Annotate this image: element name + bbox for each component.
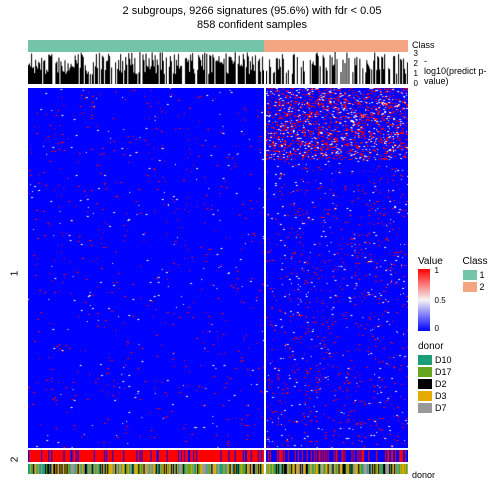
legend-swatch bbox=[418, 367, 432, 377]
cb-tick-0: 0 bbox=[435, 324, 439, 333]
barcode-left bbox=[28, 52, 264, 84]
colorbar bbox=[418, 269, 430, 331]
heatmap-cluster-1: 1 bbox=[28, 88, 408, 448]
value-legend: Value 1 0.5 0 bbox=[418, 256, 453, 331]
legend-item: D17 bbox=[418, 366, 502, 377]
legend-label: 2 bbox=[480, 282, 485, 292]
legend-label: D17 bbox=[435, 367, 452, 377]
colorbar-labels: 1 0.5 0 bbox=[433, 269, 453, 331]
legend-swatch bbox=[418, 403, 432, 413]
class-legend-items: 12 bbox=[463, 269, 488, 292]
legend-area: Value 1 0.5 0 Class 12 donor D10D17D2D3D… bbox=[418, 256, 502, 414]
legend-swatch bbox=[418, 391, 432, 401]
heatmap-1-left bbox=[28, 88, 264, 448]
donor-legend-title: donor bbox=[418, 341, 502, 352]
donor-left bbox=[28, 464, 264, 474]
legend-label: D10 bbox=[435, 355, 452, 365]
title-line-1: 2 subgroups, 9266 signatures (95.6%) wit… bbox=[0, 4, 504, 18]
title-line-2: 858 confident samples bbox=[0, 18, 504, 32]
heatmap-2-left bbox=[28, 450, 264, 462]
heatmap-cluster-2: 2 bbox=[28, 450, 408, 462]
colorbar-canvas bbox=[418, 269, 430, 331]
legend-swatch bbox=[463, 282, 477, 292]
legend-item: 1 bbox=[463, 269, 488, 280]
row-cluster-2-label: 2 bbox=[9, 457, 20, 463]
legend-swatch bbox=[463, 270, 477, 280]
ytick-2: 2 bbox=[414, 60, 418, 68]
class-legend: Class 12 bbox=[463, 256, 488, 331]
cb-tick-1: 1 bbox=[435, 266, 439, 275]
cb-tick-05: 0.5 bbox=[435, 296, 446, 305]
legend-item: D3 bbox=[418, 390, 502, 401]
legend-swatch bbox=[418, 379, 432, 389]
legend-label: 1 bbox=[480, 270, 485, 280]
legend-item: D10 bbox=[418, 354, 502, 365]
legend-item: D2 bbox=[418, 378, 502, 389]
barcode-track-label: -log10(predict p-value) bbox=[424, 56, 484, 86]
legend-item: 2 bbox=[463, 281, 488, 292]
donor-legend-items: D10 D17 D2 D3 D7 bbox=[418, 354, 502, 413]
barcode-right bbox=[266, 52, 408, 84]
ytick-1: 1 bbox=[414, 70, 418, 78]
ytick-0: 0 bbox=[414, 80, 418, 88]
class-annotation-track bbox=[28, 40, 408, 52]
plot-area: Class 3 2 1 0 -log10(predict p-value) 1 … bbox=[28, 40, 408, 480]
donor-legend: donor D10 D17 D2 D3 D7 bbox=[418, 341, 502, 413]
title-block: 2 subgroups, 9266 signatures (95.6%) wit… bbox=[0, 0, 504, 32]
class-2-bar bbox=[264, 40, 408, 52]
heatmap-1-right bbox=[266, 88, 408, 448]
barcode-track bbox=[28, 52, 408, 84]
ytick-3: 3 bbox=[414, 50, 418, 58]
class-legend-title: Class bbox=[463, 256, 488, 267]
heatmap-2-right bbox=[266, 450, 408, 462]
row-cluster-1-label: 1 bbox=[9, 271, 20, 277]
legend-label: D3 bbox=[435, 391, 447, 401]
legend-label: D7 bbox=[435, 403, 447, 413]
donor-track-label: donor bbox=[412, 470, 435, 480]
legend-swatch bbox=[418, 355, 432, 365]
donor-track bbox=[28, 464, 408, 474]
donor-right bbox=[266, 464, 408, 474]
legend-label: D2 bbox=[435, 379, 447, 389]
legend-item: D7 bbox=[418, 402, 502, 413]
class-1-bar bbox=[28, 40, 264, 52]
